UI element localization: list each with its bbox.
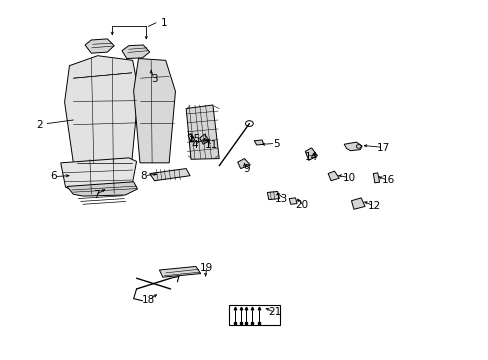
Polygon shape	[122, 45, 149, 59]
Polygon shape	[159, 266, 201, 277]
Polygon shape	[64, 56, 138, 163]
Polygon shape	[188, 134, 195, 141]
Text: 3: 3	[151, 74, 158, 84]
Text: 20: 20	[295, 200, 308, 210]
Polygon shape	[61, 158, 136, 194]
Text: 19: 19	[200, 262, 213, 273]
Text: 4: 4	[191, 140, 198, 150]
Text: 2: 2	[36, 120, 42, 130]
Polygon shape	[186, 105, 219, 159]
Polygon shape	[85, 39, 114, 53]
Text: 14: 14	[305, 152, 318, 162]
Text: 9: 9	[243, 163, 250, 174]
Text: 21: 21	[267, 307, 281, 317]
Polygon shape	[288, 198, 296, 204]
Polygon shape	[372, 173, 379, 183]
Polygon shape	[267, 192, 279, 200]
Text: 16: 16	[381, 175, 394, 185]
Text: 5: 5	[272, 139, 279, 149]
Polygon shape	[67, 182, 137, 196]
Polygon shape	[351, 198, 365, 209]
Text: 15: 15	[188, 134, 201, 144]
Polygon shape	[133, 59, 175, 163]
Text: 6: 6	[50, 171, 57, 181]
Polygon shape	[149, 168, 190, 181]
Polygon shape	[200, 134, 209, 144]
Bar	[228, 305, 280, 325]
Text: 17: 17	[376, 143, 389, 153]
Text: 1: 1	[161, 18, 167, 28]
Text: 7: 7	[93, 190, 100, 200]
Text: 13: 13	[274, 194, 287, 203]
Polygon shape	[327, 171, 339, 181]
Text: 8: 8	[140, 171, 147, 181]
Text: 18: 18	[142, 295, 155, 305]
Polygon shape	[254, 140, 264, 145]
Text: 10: 10	[342, 173, 355, 183]
Text: 12: 12	[367, 201, 381, 211]
Polygon shape	[344, 142, 362, 151]
Text: 11: 11	[204, 140, 218, 150]
Polygon shape	[237, 158, 250, 168]
Polygon shape	[305, 148, 317, 160]
